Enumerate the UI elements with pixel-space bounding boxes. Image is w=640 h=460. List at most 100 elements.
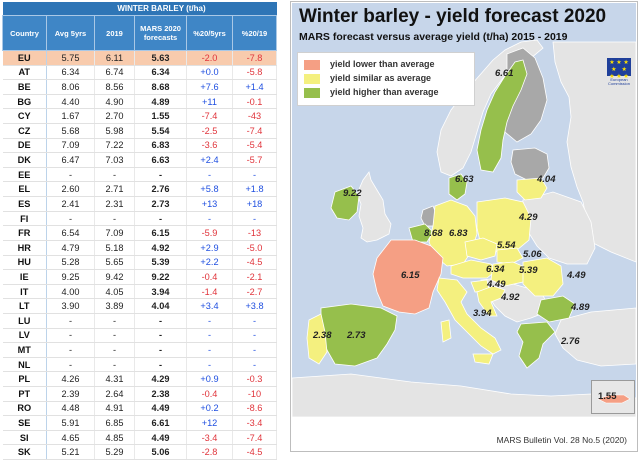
pct19-cell: -0.3	[232, 371, 278, 388]
forecast-cell: 5.63	[134, 50, 187, 66]
forecast-cell: 2.73	[134, 196, 187, 212]
pct19-cell: -2.7	[232, 284, 278, 300]
table-row: BG 4.40 4.90 4.89 +11 -0.1	[2, 94, 278, 110]
forecast-cell: 2.76	[134, 181, 187, 198]
forecast-cell: -	[134, 167, 187, 183]
y2019-cell: 2.70	[94, 108, 135, 125]
map-subtitle: MARS forecast versus average yield (t/ha…	[299, 31, 568, 43]
forecast-cell: 1.55	[134, 108, 187, 125]
pct19-cell: -	[232, 167, 278, 183]
pct5-cell: -2.8	[186, 444, 233, 460]
value-label-it: 3.94	[473, 308, 492, 319]
avg5-cell: 4.26	[46, 371, 95, 388]
ireland-shape	[330, 185, 360, 221]
table-row: EU 5.75 6.11 5.63 -2.0 -7.8	[2, 50, 278, 66]
avg5-cell: 5.21	[46, 444, 95, 460]
forecast-cell: -	[134, 328, 187, 344]
pct19-cell: +1.8	[232, 181, 278, 198]
y2019-cell: 6.11	[94, 50, 135, 66]
pct19-cell: -5.7	[232, 152, 278, 168]
col-header-avg5: Avg 5yrs	[46, 15, 95, 51]
avg5-cell: 7.09	[46, 138, 95, 154]
map-credit: MARS Bulletin Vol. 28 No.5 (2020)	[496, 435, 627, 445]
pct5-cell: -0.4	[186, 386, 233, 402]
avg5-cell: 4.40	[46, 94, 95, 110]
romania-shape	[522, 257, 564, 297]
forecast-cell: 5.54	[134, 123, 187, 139]
avg5-cell: 4.79	[46, 240, 95, 256]
forecast-cell: -	[134, 342, 187, 358]
avg5-cell: 2.39	[46, 386, 95, 402]
col-header-country: Country	[2, 15, 47, 51]
estonia-latvia-shape	[510, 147, 550, 181]
pct5-cell: +2.4	[186, 152, 233, 168]
pct19-cell: -	[232, 342, 278, 358]
value-label-es: 2.73	[347, 330, 366, 341]
pct19-cell: -13	[232, 225, 278, 241]
pct5-cell: +0.0	[186, 65, 233, 81]
table-row: LU - - - - -	[2, 313, 278, 329]
forecast-cell: -	[134, 313, 187, 329]
y2019-cell: 6.85	[94, 415, 135, 431]
table-row: LT 3.90 3.89 4.04 +3.4 +3.8	[2, 298, 278, 314]
table-row: SE 5.91 6.85 6.61 +12 -3.4	[2, 415, 278, 431]
forecast-cell: 6.63	[134, 152, 187, 168]
pct5-cell: -	[186, 167, 233, 183]
value-label-pl: 4.29	[519, 212, 538, 223]
pct5-cell: -7.4	[186, 108, 233, 125]
table-row: IE 9.25 9.42 9.22 -0.4 -2.1	[2, 269, 278, 285]
forecast-cell: 4.49	[134, 401, 187, 417]
pct19-cell: -43	[232, 108, 278, 125]
avg5-cell: 5.68	[46, 123, 95, 139]
pct5-cell: +0.2	[186, 401, 233, 417]
forecast-cell: 4.92	[134, 240, 187, 256]
y2019-cell: 7.09	[94, 225, 135, 241]
country-cell: AT	[2, 65, 47, 81]
pct19-cell: -7.4	[232, 430, 278, 446]
y2019-cell: 2.64	[94, 386, 135, 402]
y2019-cell: 4.91	[94, 401, 135, 417]
forecast-cell: 8.68	[134, 79, 187, 95]
value-label-dk: 6.63	[455, 174, 474, 185]
table-row: BE 8.06 8.56 8.68 +7.6 +1.4	[2, 79, 278, 95]
pct19-cell: -	[232, 313, 278, 329]
pct19-cell: -4.5	[232, 255, 278, 271]
value-label-lt: 4.04	[537, 174, 556, 185]
y2019-cell: 2.31	[94, 196, 135, 212]
country-cell: SK	[2, 444, 47, 460]
y2019-cell: -	[94, 328, 135, 344]
pct19-cell: -4.5	[232, 444, 278, 460]
pct5-cell: +5.8	[186, 181, 233, 198]
czechia-shape	[464, 237, 498, 261]
country-cell: PL	[2, 371, 47, 388]
pct19-cell: -5.4	[232, 138, 278, 154]
sweden-shape	[476, 59, 528, 173]
forecast-cell: 6.34	[134, 65, 187, 81]
y2019-cell: 2.71	[94, 181, 135, 198]
country-cell: BE	[2, 79, 47, 95]
avg5-cell: 4.48	[46, 401, 95, 417]
country-cell: ES	[2, 196, 47, 212]
y2019-cell: 5.98	[94, 123, 135, 139]
france-shape	[372, 239, 444, 315]
pct5-cell: -3.6	[186, 138, 233, 154]
pct19-cell: -8.6	[232, 401, 278, 417]
avg5-cell: 5.28	[46, 255, 95, 271]
y2019-cell: 4.05	[94, 284, 135, 300]
portugal-shape	[306, 313, 328, 365]
avg5-cell: 2.60	[46, 181, 95, 198]
country-cell: MT	[2, 342, 47, 358]
legend-label-lower: yield lower than average	[330, 59, 435, 69]
pct19-cell: -0.1	[232, 94, 278, 110]
pct5-cell: -5.9	[186, 225, 233, 241]
avg5-cell: 6.54	[46, 225, 95, 241]
forecast-cell: 5.06	[134, 444, 187, 460]
country-cell: HR	[2, 240, 47, 256]
table-row: RO 4.48 4.91 4.49 +0.2 -8.6	[2, 401, 278, 417]
pct19-cell: -2.1	[232, 269, 278, 285]
y2019-cell: -	[94, 313, 135, 329]
table-row: ES 2.41 2.31 2.73 +13 +18	[2, 196, 278, 212]
pct19-cell: -7.4	[232, 123, 278, 139]
y2019-cell: 4.31	[94, 371, 135, 388]
value-label-el: 2.76	[561, 336, 580, 347]
